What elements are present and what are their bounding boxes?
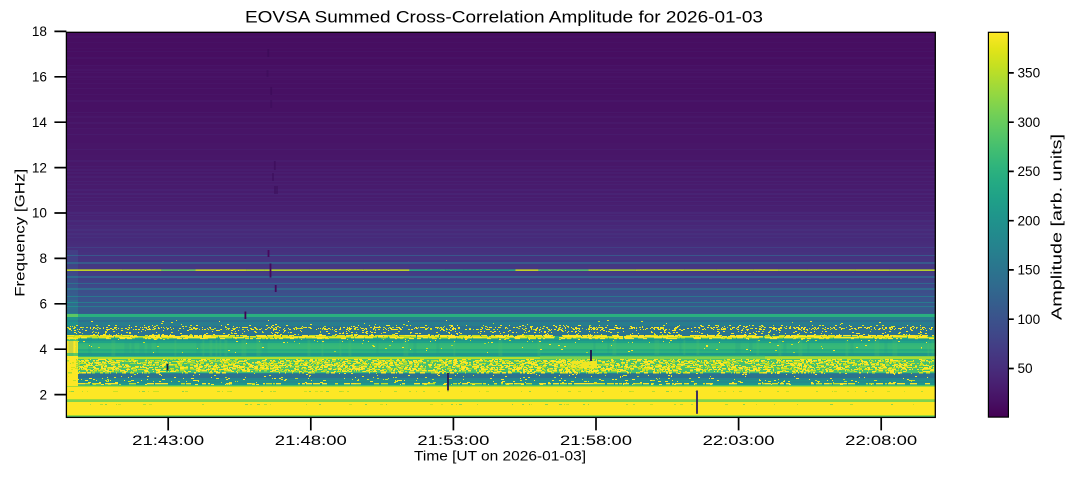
- svg-text:250: 250: [1018, 164, 1041, 179]
- svg-text:EOVSA Summed Cross-Correlation: EOVSA Summed Cross-Correlation Amplitude…: [245, 8, 763, 27]
- svg-text:14: 14: [32, 115, 48, 130]
- svg-text:4: 4: [39, 342, 47, 357]
- svg-text:100: 100: [1018, 312, 1041, 327]
- svg-text:6: 6: [39, 297, 47, 312]
- svg-text:21:43:00: 21:43:00: [132, 433, 205, 448]
- svg-text:Time [UT on 2026-01-03]: Time [UT on 2026-01-03]: [414, 449, 586, 464]
- svg-text:Frequency [GHz]: Frequency [GHz]: [13, 169, 29, 297]
- svg-text:50: 50: [1018, 361, 1034, 376]
- svg-text:12: 12: [32, 160, 47, 175]
- svg-text:21:53:00: 21:53:00: [417, 433, 490, 448]
- svg-text:10: 10: [32, 206, 48, 221]
- svg-text:16: 16: [32, 70, 47, 85]
- svg-text:2: 2: [39, 387, 47, 402]
- svg-text:21:58:00: 21:58:00: [560, 433, 633, 448]
- svg-text:300: 300: [1018, 115, 1041, 130]
- svg-text:22:03:00: 22:03:00: [703, 433, 776, 448]
- svg-text:21:48:00: 21:48:00: [275, 433, 348, 448]
- svg-text:22:08:00: 22:08:00: [845, 433, 918, 448]
- svg-text:200: 200: [1018, 213, 1041, 228]
- svg-text:150: 150: [1018, 263, 1041, 278]
- svg-text:8: 8: [39, 251, 47, 266]
- svg-text:350: 350: [1018, 66, 1041, 81]
- svg-text:Amplitude [arb. units]: Amplitude [arb. units]: [1049, 134, 1066, 320]
- svg-text:18: 18: [32, 24, 47, 39]
